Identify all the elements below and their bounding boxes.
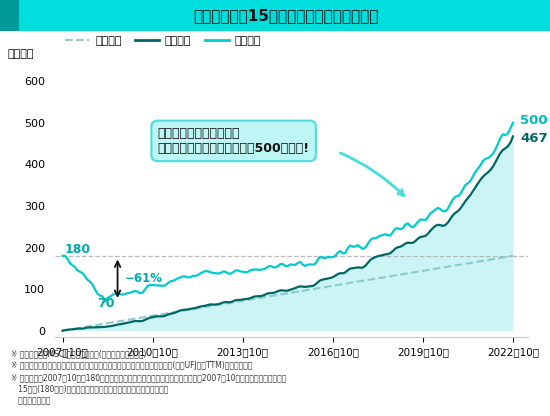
Text: 70: 70 xyxy=(97,297,115,310)
一括投資 xyxy=(279,261,286,266)
投資元本 xyxy=(274,292,281,297)
一括投資 xyxy=(187,275,194,280)
一括投資 xyxy=(510,120,516,125)
投資元本 xyxy=(432,266,439,271)
積立投資 xyxy=(97,324,103,329)
Text: 467: 467 xyxy=(520,132,548,145)
Text: 180: 180 xyxy=(65,243,91,256)
積立投資 xyxy=(507,140,514,145)
Text: 500: 500 xyxy=(520,114,548,127)
Line: 積立投資: 積立投資 xyxy=(63,136,513,331)
Text: −61%: −61% xyxy=(125,272,163,285)
投資元本 xyxy=(127,317,134,322)
一括投資 xyxy=(102,299,108,304)
積立投資 xyxy=(127,320,134,325)
積立投資 xyxy=(274,289,281,294)
一括投資 xyxy=(129,289,136,294)
積立投資 xyxy=(432,223,439,228)
Text: 全世界株式の15年一括・積み立て投資比較: 全世界株式の15年一括・積み立て投資比較 xyxy=(193,8,379,23)
Line: 投資元本: 投資元本 xyxy=(63,256,513,331)
一括投資 xyxy=(434,205,441,210)
Line: 一括投資: 一括投資 xyxy=(63,123,513,302)
投資元本 xyxy=(97,322,103,327)
投資元本 xyxy=(277,292,284,297)
Text: ※ 全世界株式＝MSCI全世界株式指数(含む日本、円ベース)
※ 円ベース指数値は、月末の米ドルベース指数値に、月末米ドル・円レート(三菱UFJ銀行TTM)をか: ※ 全世界株式＝MSCI全世界株式指数(含む日本、円ベース) ※ 円ベース指数値… xyxy=(11,349,287,406)
投資元本 xyxy=(59,328,66,333)
積立投資 xyxy=(510,134,516,139)
投資元本 xyxy=(510,253,516,258)
積立投資 xyxy=(59,328,66,333)
一括投資 xyxy=(59,253,66,258)
投資元本 xyxy=(507,254,514,259)
Text: （万円）: （万円） xyxy=(8,49,34,59)
Text: 積み立て投資の場合は、
元本を大きく下回ることなく500万円に!: 積み立て投資の場合は、 元本を大きく下回ることなく500万円に! xyxy=(158,127,310,155)
Legend: 投資元本, 積立投資, 一括投資: 投資元本, 積立投資, 一括投資 xyxy=(60,32,266,51)
積立投資 xyxy=(277,288,284,293)
一括投資 xyxy=(97,293,103,298)
一括投資 xyxy=(277,262,284,267)
